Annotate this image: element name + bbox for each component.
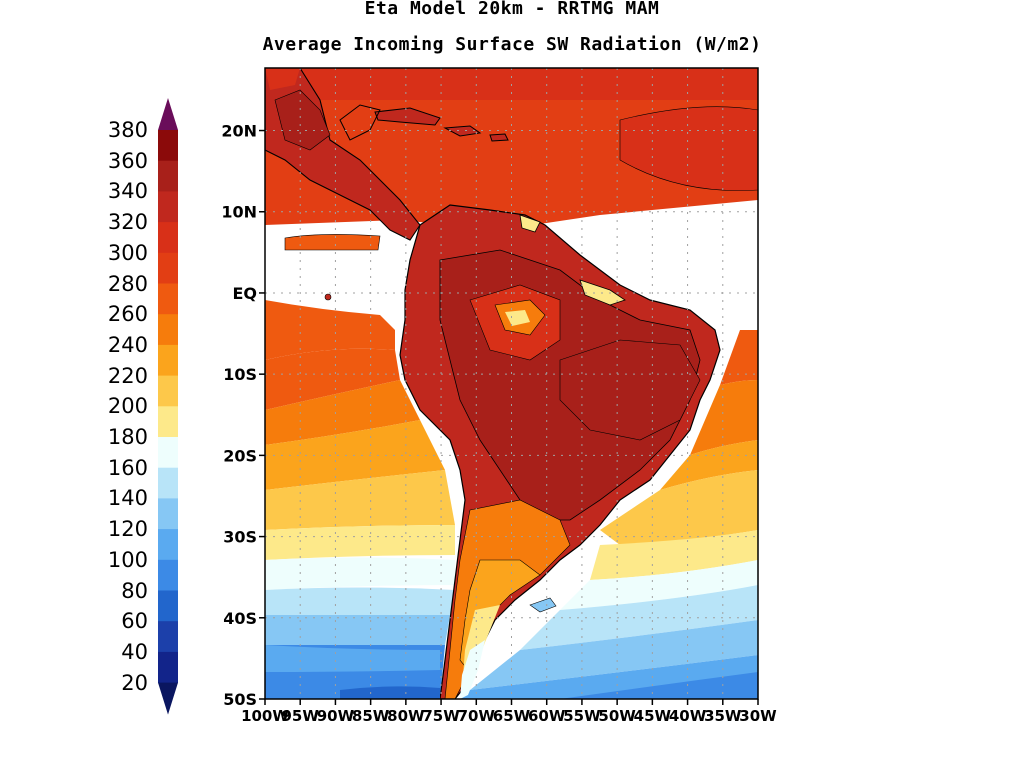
lon-label: 45W [634, 707, 672, 725]
band-240b [265, 348, 400, 410]
colorbar-swatch [158, 252, 178, 284]
band-220 [265, 380, 420, 445]
colorbar-label: 280 [107, 271, 148, 296]
lon-label: 50W [598, 707, 636, 725]
lat-label: 20N [221, 122, 257, 141]
lat-label: 10S [223, 365, 257, 384]
lon-label: 65W [493, 707, 531, 725]
lat-label: 10N [221, 203, 257, 222]
colorbar-swatch [158, 191, 178, 223]
graticule [265, 68, 758, 699]
colorbar-label: 160 [107, 455, 148, 480]
lat-label: 30S [223, 528, 257, 547]
colorbar-swatch [158, 651, 178, 684]
colorbar-label: 140 [107, 486, 148, 511]
colorbar-swatches [158, 98, 178, 715]
colorbar-bottom-arrow [158, 682, 178, 715]
band-140 [265, 587, 455, 615]
colorbar-swatch [158, 160, 178, 192]
lat-label: 20S [223, 446, 257, 465]
colorbar-swatch [158, 621, 178, 653]
colorbar-swatch [158, 498, 178, 530]
lon-label: 90W [317, 707, 355, 725]
colorbar-swatch [158, 344, 178, 377]
lon-label: 95W [282, 707, 320, 725]
lat-label: EQ [232, 284, 257, 303]
lat-label: 40S [223, 609, 257, 628]
map-title-line2: Average Incoming Surface SW Radiation (W… [262, 34, 762, 55]
colorbar-swatch [158, 559, 178, 591]
colorbar-label: 380 [107, 118, 148, 142]
lon-label: 85W [352, 707, 390, 725]
map-title-line1: Eta Model 20km - RRTMG MAM [364, 0, 660, 19]
colorbar-swatch [158, 467, 178, 499]
lon-label: 75W [422, 707, 460, 725]
lat-label: 50S [223, 690, 257, 709]
colorbar-label: 240 [107, 332, 148, 357]
colorbar-label: 260 [107, 302, 148, 327]
colorbar-swatch [158, 283, 178, 315]
colorbar-label: 20 [121, 670, 148, 695]
band-240a [265, 300, 395, 360]
colorbar-label: 360 [107, 148, 148, 173]
colorbar-label: 100 [107, 547, 148, 572]
band-180 [265, 470, 455, 530]
lon-label: 30W [739, 707, 777, 725]
colorbar-label: 320 [107, 210, 148, 235]
colorbar-label: 120 [107, 517, 148, 542]
band-120 [265, 615, 450, 645]
colorbar-swatch [158, 375, 178, 407]
lon-label: 55W [563, 707, 601, 725]
lon-label: 100W [241, 707, 289, 725]
colorbar-label: 60 [121, 609, 148, 634]
lon-label: 70W [458, 707, 496, 725]
colorbar-swatch [158, 529, 178, 561]
lon-label: 40W [669, 707, 707, 725]
colorbar-swatch [158, 590, 178, 622]
lon-label: 80W [387, 707, 425, 725]
colorbar-label: 220 [107, 363, 148, 388]
colorbar-swatch [158, 222, 178, 254]
colorbar-label: 200 [107, 394, 148, 419]
band-180b [265, 525, 455, 560]
colorbar-swatch [158, 314, 178, 346]
colorbar-label: 180 [107, 425, 148, 449]
colorbar-label: 300 [107, 240, 148, 265]
lon-label: 60W [528, 707, 566, 725]
colorbar-swatch [158, 437, 178, 469]
axis-ticks: 20N10NEQ10S20S30S40S50S100W95W90W85W80W7… [221, 122, 777, 725]
colorbar-label: 40 [121, 639, 148, 664]
colorbar-label: 340 [107, 179, 148, 204]
lon-label: 35W [704, 707, 742, 725]
colorbar-label: 80 [121, 578, 148, 603]
colorbar-swatch [158, 130, 178, 162]
colorbar-top-arrow [158, 98, 178, 130]
band-160 [265, 557, 455, 590]
colorbar-swatch [158, 406, 178, 438]
